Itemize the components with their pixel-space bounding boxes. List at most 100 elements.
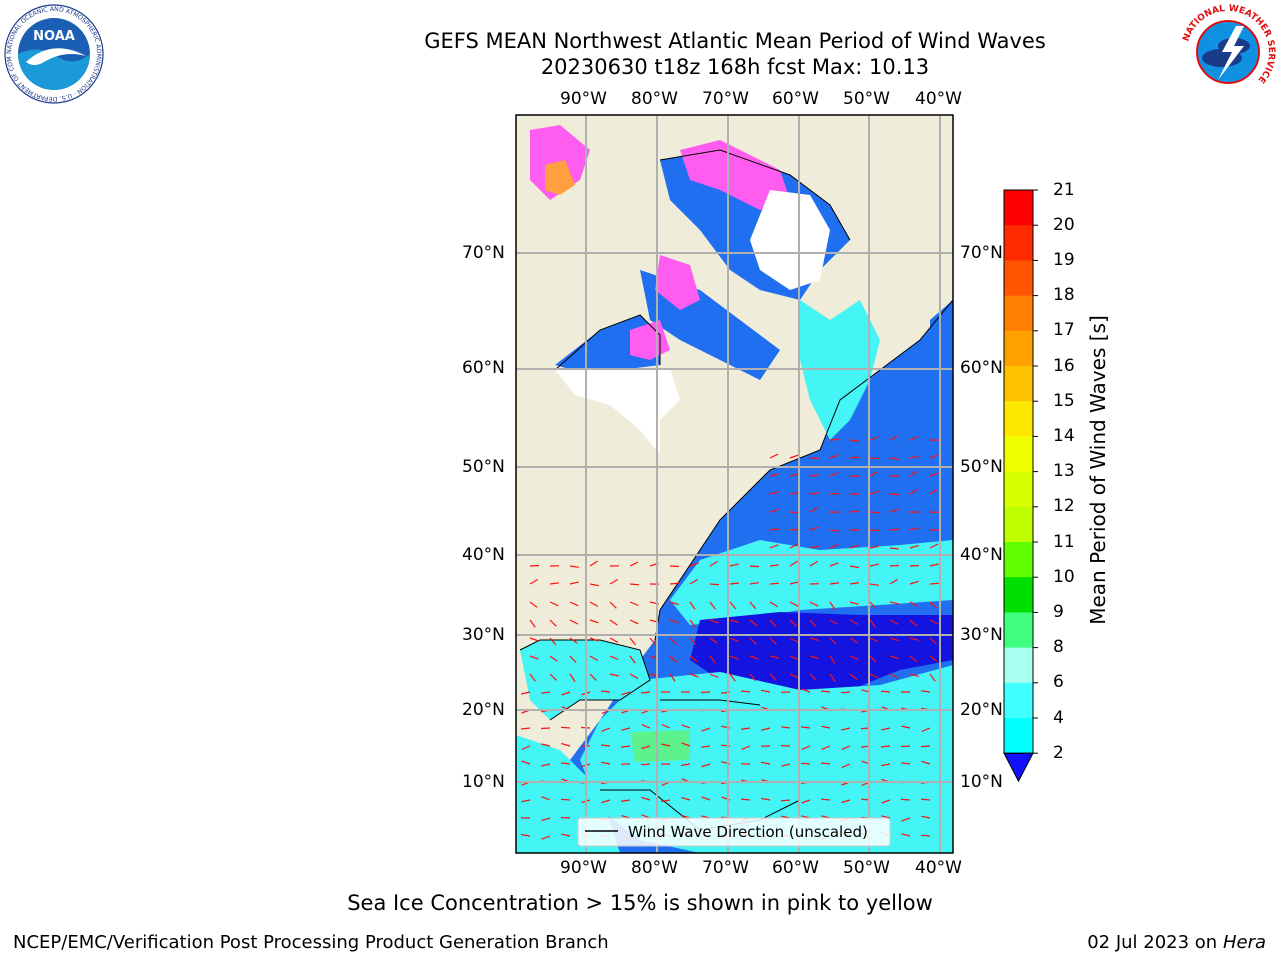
wind-arrow	[829, 543, 839, 549]
wind-arrow	[749, 673, 757, 682]
baffin-coast-line	[659, 149, 851, 241]
wind-arrow	[729, 673, 736, 682]
wind-arrow	[709, 637, 718, 644]
wind-arrow	[889, 637, 899, 642]
lon-label-bottom: 90°W	[560, 858, 607, 878]
wind-arrow	[920, 798, 931, 801]
colorbar-segment	[1004, 647, 1033, 684]
lat-label-left: 30°N	[462, 625, 505, 645]
wind-arrow	[789, 491, 799, 495]
wind-arrow	[609, 637, 619, 643]
wind-arrow	[569, 673, 576, 682]
footer-date: 02 Jul 2023 on Hera	[1087, 932, 1266, 953]
wind-arrow	[521, 833, 531, 837]
wind-arrow	[549, 637, 557, 646]
wind-arrow	[809, 492, 819, 495]
colorbar-tick-label: 15	[1053, 391, 1075, 411]
wind-arrow	[561, 762, 571, 765]
wind-arrow	[709, 583, 720, 586]
noaa-logo: NATIONAL OCEANIC AND ATMOSPHERIC ADMINIS…	[4, 4, 104, 104]
wind-arrow	[701, 727, 711, 732]
wind-arrow	[920, 834, 931, 837]
wind-arrow	[841, 745, 851, 750]
wind-arrow	[569, 565, 579, 568]
map-frame	[515, 114, 954, 854]
wind-arrow	[641, 814, 651, 819]
wind-arrow	[920, 745, 931, 748]
wind-arrow	[809, 673, 817, 681]
wind-arrow	[589, 583, 599, 587]
wind-arrow	[801, 745, 811, 750]
wind-arrow	[841, 727, 851, 731]
wind-arrow	[641, 796, 651, 801]
wind-arrow	[849, 655, 859, 660]
wind-arrow	[609, 619, 618, 626]
wind-arrow	[661, 723, 671, 729]
colorbar-segment	[1004, 225, 1033, 261]
wind-arrow	[629, 637, 637, 646]
wind-arrow	[601, 727, 611, 732]
wind-arrow	[569, 619, 579, 625]
colorbar-segment	[1004, 542, 1033, 578]
wind-arrow	[601, 690, 611, 693]
colorbar-tick-label: 14	[1053, 426, 1075, 446]
legend-box	[577, 817, 891, 847]
colorbar-tick-label: 21	[1053, 180, 1075, 200]
chart-title: GEFS MEAN Northwest Atlantic Mean Period…	[424, 29, 1046, 53]
wind-arrow	[689, 655, 698, 663]
svg-text:NOAA: NOAA	[33, 29, 75, 44]
wind-arrow	[869, 511, 880, 514]
cuba-coast-line	[660, 699, 761, 706]
lat-label-left: 60°N	[462, 358, 505, 378]
wind-arrow	[629, 673, 639, 679]
wind-arrow	[789, 473, 799, 477]
wind-arrow	[529, 637, 539, 642]
wind-arrow	[769, 655, 779, 659]
wind-arrow	[889, 673, 899, 679]
wind-arrow	[729, 601, 737, 610]
wind-arrow	[889, 619, 899, 625]
lon-label-top: 90°W	[560, 89, 607, 109]
colorbar-tick-label: 9	[1053, 602, 1064, 622]
wind-arrow	[589, 619, 599, 624]
wind-arrow	[929, 673, 936, 682]
wind-arrow	[669, 619, 679, 624]
wind-arrow	[849, 637, 858, 644]
wind-arrow	[841, 763, 851, 769]
lon-label-bottom: 60°W	[772, 858, 819, 878]
wind-arrow	[849, 601, 859, 605]
colorbar-tick-label: 8	[1053, 637, 1064, 657]
wind-arrow	[601, 799, 611, 804]
wind-arrow	[789, 454, 799, 459]
colorbar-segment	[1004, 190, 1033, 226]
wind-arrow	[601, 744, 611, 747]
wind-arrow	[809, 655, 819, 659]
wind-arrow	[869, 583, 879, 586]
colorbar-tick-label: 4	[1053, 708, 1064, 728]
wind-arrow	[681, 724, 691, 729]
wind-arrow	[769, 637, 777, 645]
wind-arrow	[769, 544, 779, 549]
wind-arrow	[929, 454, 939, 459]
wind-arrow	[889, 578, 899, 585]
wind-arrow	[889, 655, 899, 660]
wind-arrow	[921, 760, 931, 765]
wind-arrow	[849, 439, 859, 442]
wind-arrow	[681, 742, 691, 747]
wind-arrow	[629, 655, 636, 664]
wind-arrow	[521, 745, 531, 751]
wind-arrow	[729, 563, 739, 567]
wind-arrow	[801, 726, 811, 729]
wind-arrow	[901, 833, 911, 837]
wind-arrow	[909, 435, 919, 441]
colorbar-tick-label: 11	[1053, 532, 1075, 552]
wind-arrow	[701, 763, 711, 768]
lon-label-bottom: 70°W	[702, 858, 749, 878]
wind-arrow	[769, 582, 780, 585]
wind-arrow	[829, 619, 839, 625]
wind-arrow	[729, 582, 739, 585]
wind-arrow	[700, 691, 711, 694]
wind-arrow	[569, 581, 579, 585]
wind-arrow	[829, 637, 837, 645]
wind-arrow	[881, 727, 891, 731]
